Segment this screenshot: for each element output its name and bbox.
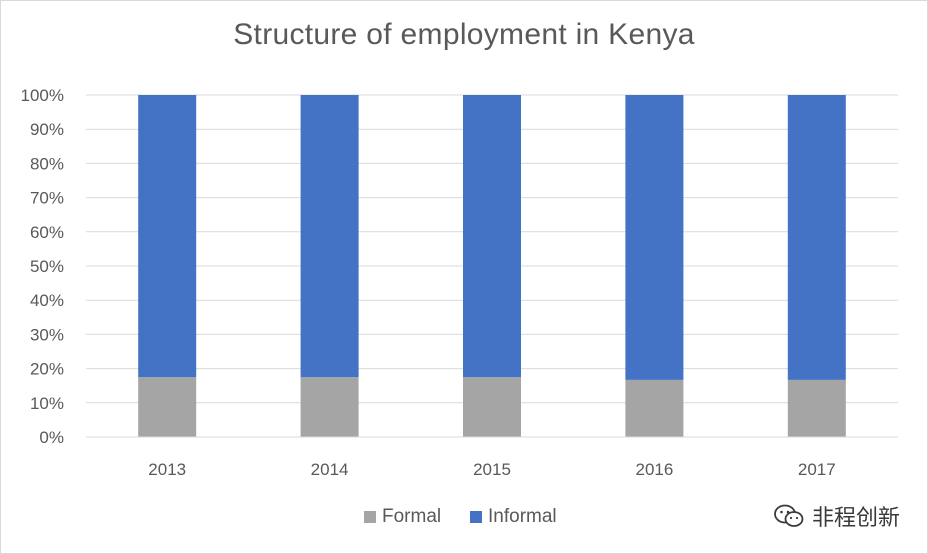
x-tick-label: 2014 (311, 460, 349, 479)
y-tick-label: 10% (30, 394, 64, 413)
legend-swatch-informal (470, 511, 482, 523)
bar-informal-2016 (625, 95, 684, 380)
bar-formal-2015 (463, 377, 521, 437)
chart-title: Structure of employment in Kenya (233, 18, 695, 51)
chart-legend: Formal Informal (0, 506, 928, 532)
bar-formal-2014 (300, 377, 359, 437)
y-tick-label: 90% (30, 120, 64, 139)
y-tick-label: 80% (30, 154, 64, 173)
y-tick-label: 70% (30, 189, 64, 208)
legend-item-informal: Informal (470, 506, 557, 528)
y-tick-label: 40% (30, 291, 64, 310)
watermark: 非程创新 (774, 500, 900, 532)
y-tick-label: 100% (21, 86, 64, 105)
legend-swatch-formal (364, 511, 376, 523)
bar-informal-2015 (463, 95, 521, 378)
bar-informal-2014 (300, 95, 359, 378)
bar-formal-2013 (138, 377, 197, 437)
y-tick-label: 0% (39, 428, 64, 447)
bar-informal-2013 (138, 95, 197, 378)
bar-formal-2017 (787, 379, 846, 437)
legend-label-informal: Informal (488, 506, 557, 527)
y-tick-label: 20% (30, 360, 64, 379)
bar-informal-2017 (787, 95, 846, 380)
bar-formal-2016 (625, 379, 684, 437)
legend-item-formal: Formal (364, 506, 441, 528)
y-tick-label: 60% (30, 223, 64, 242)
wechat-icon (774, 504, 804, 527)
x-tick-label: 2016 (635, 460, 673, 479)
legend-label-formal: Formal (382, 506, 442, 527)
y-tick-label: 50% (30, 257, 64, 276)
x-tick-label: 2015 (473, 460, 511, 479)
x-tick-label: 2017 (798, 460, 836, 479)
watermark-text: 非程创新 (811, 505, 900, 530)
x-tick-label: 2013 (148, 460, 186, 479)
y-tick-label: 30% (30, 325, 64, 344)
